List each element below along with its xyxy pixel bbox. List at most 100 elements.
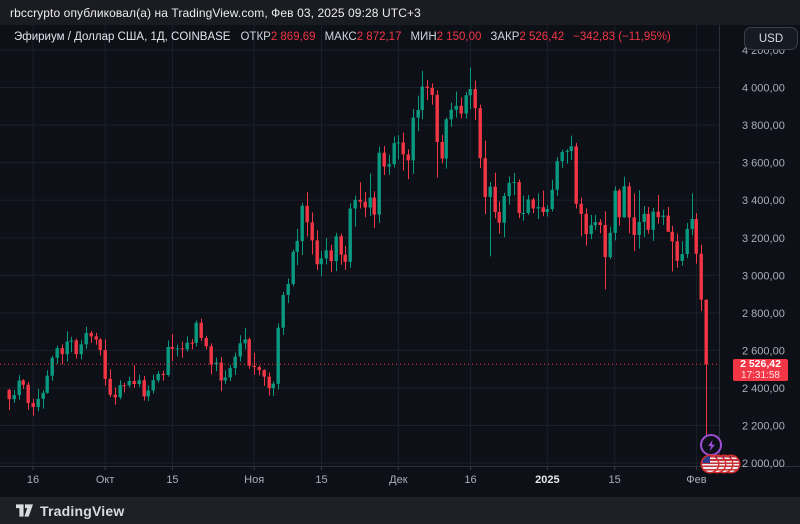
price-axis[interactable] (720, 25, 800, 466)
time-axis[interactable] (0, 467, 800, 497)
lightning-event-icon[interactable] (700, 434, 722, 456)
candle-body (103, 350, 107, 379)
candle-body (89, 332, 93, 337)
candle-body (622, 186, 626, 218)
candle-body (560, 151, 564, 162)
candle-body (502, 196, 506, 223)
candle-body (113, 394, 117, 398)
candle-body (440, 141, 444, 159)
candle-body (156, 373, 160, 381)
stat-close-label: ЗАКР (490, 31, 520, 43)
stat-low-value: 2 150,00 (436, 31, 482, 43)
candle-body (194, 322, 198, 343)
candle-body (545, 209, 549, 213)
change-text: −342,83 (−11,95%) (573, 31, 671, 43)
candle-body (151, 380, 155, 391)
candle-body (286, 283, 290, 296)
candle-body (315, 240, 319, 265)
candle-body (26, 384, 30, 403)
candle-body (670, 231, 674, 242)
candle-body (488, 186, 492, 198)
candle-body (473, 89, 477, 109)
candle-body (507, 182, 511, 197)
candle-body (214, 362, 218, 365)
currency-toggle-button[interactable]: USD (744, 27, 798, 50)
candle-body (627, 186, 631, 218)
candle-body (310, 222, 314, 241)
candle-body (21, 380, 25, 385)
candle-body (276, 327, 280, 384)
candle-body (603, 224, 607, 258)
candle-body (569, 146, 573, 152)
candle-body (300, 205, 304, 241)
stat-low: МИН2 150,00 (410, 31, 481, 43)
candle-body (584, 213, 588, 235)
candle-body (642, 213, 646, 222)
candle-body (680, 254, 684, 261)
stat-open-value: 2 869,69 (270, 31, 316, 43)
y-tick-label: 3 600,00 (742, 158, 785, 170)
candle-body (324, 250, 328, 259)
candle-body (531, 199, 535, 209)
candle-body (343, 254, 347, 262)
candle-body (142, 380, 146, 397)
candle-body (541, 207, 545, 213)
candle-body (243, 339, 247, 344)
candle-body (262, 370, 266, 377)
candle-body (382, 152, 386, 167)
candle-body (593, 222, 597, 226)
brand-bar: TradingView (0, 497, 800, 524)
candle-body (219, 362, 223, 381)
stat-open-label: ОТКР (240, 31, 271, 43)
stat-high-label: МАКС (324, 31, 357, 43)
bar-countdown: 17:31:58 (741, 369, 780, 381)
candle-body (425, 86, 429, 88)
us-flag-event-icon[interactable] (702, 456, 718, 472)
stat-high: МАКС2 872,17 (325, 31, 402, 43)
candle-body (228, 368, 232, 378)
symbol-title[interactable]: Эфириум / Доллар США, 1Д, COINBASE (14, 31, 231, 43)
y-tick-label: 3 400,00 (742, 195, 785, 207)
candle-body (69, 340, 73, 342)
y-tick-label: 2 800,00 (742, 308, 785, 320)
attribution-bar: rbccrypto опубликовал(а) на TradingView.… (0, 0, 800, 25)
candle-body (209, 346, 213, 365)
x-tick-label: 15 (609, 474, 621, 486)
candle-body (146, 390, 150, 397)
candle-body (79, 344, 83, 355)
candle-body (656, 211, 660, 218)
candle-body (613, 190, 617, 233)
candle-body (574, 146, 578, 204)
candle-body (17, 380, 21, 396)
candle-body (377, 152, 381, 215)
candle-body (401, 142, 405, 155)
lightning-bolt-glyph (707, 439, 715, 451)
y-tick-label: 3 200,00 (742, 233, 785, 245)
candle-body (127, 381, 131, 386)
candle-body (185, 342, 189, 350)
candle-body (137, 380, 141, 385)
candle-body (12, 395, 16, 400)
candle-body (420, 86, 424, 110)
y-tick-label: 3 800,00 (742, 120, 785, 132)
candle-body (252, 365, 256, 368)
candle-body (305, 205, 309, 223)
candle-body (493, 186, 497, 213)
candle-body (468, 89, 472, 96)
candle-body (84, 332, 88, 345)
candle-body (281, 295, 285, 328)
tradingview-link[interactable]: TradingView (16, 503, 124, 519)
candle-body (478, 108, 482, 159)
candle-body (550, 189, 554, 210)
x-tick-label: Дек (389, 474, 408, 486)
candle-body (666, 215, 670, 232)
candle-body (108, 378, 112, 395)
candle-body (464, 95, 468, 114)
candle-body (94, 336, 98, 340)
candle-body (454, 105, 458, 110)
candle-body (60, 348, 64, 355)
candle-body (368, 197, 372, 208)
candle-body (675, 241, 679, 261)
